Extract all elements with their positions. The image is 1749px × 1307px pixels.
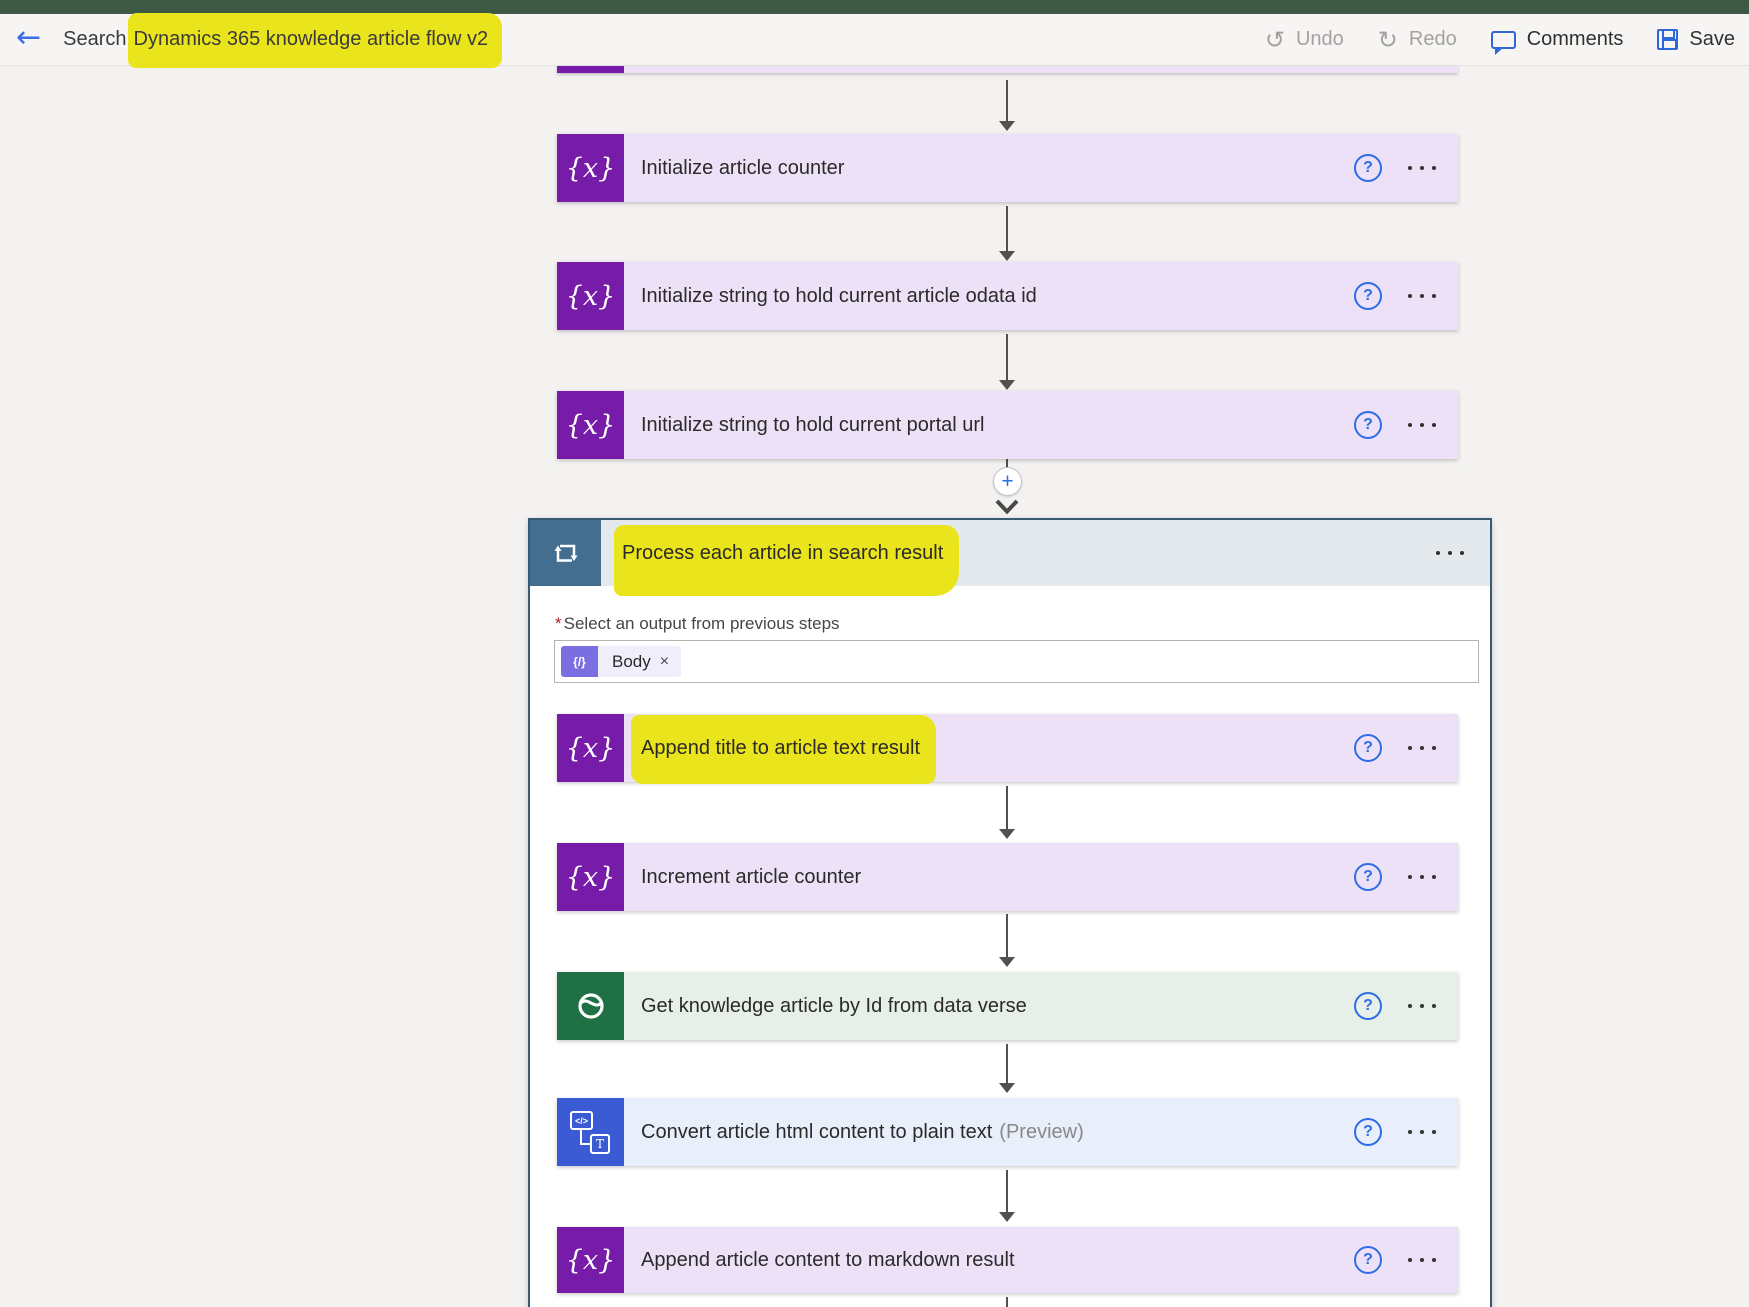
apply-to-each-container: Process each article in search result * S… bbox=[528, 518, 1492, 1307]
help-icon[interactable]: ? bbox=[1354, 411, 1382, 439]
help-icon[interactable]: ? bbox=[1354, 863, 1382, 891]
step-label: Increment article counter bbox=[641, 865, 862, 888]
remove-token-icon[interactable]: × bbox=[659, 652, 670, 670]
output-field-label: * Select an output from previous steps bbox=[555, 614, 840, 633]
comments-button[interactable]: Comments bbox=[1490, 28, 1624, 55]
help-icon[interactable]: ? bbox=[1354, 734, 1382, 762]
help-icon[interactable]: ? bbox=[1354, 992, 1382, 1020]
step-append-markdown[interactable]: {x} Append article content to markdown r… bbox=[557, 1227, 1458, 1293]
step-label: Convert article html content to plain te… bbox=[641, 1120, 993, 1143]
help-icon[interactable]: ? bbox=[1354, 1118, 1382, 1146]
step-initialize-portal-url[interactable]: {x} Initialize string to hold current po… bbox=[557, 391, 1458, 459]
redo-button[interactable]: ↻ Redo bbox=[1378, 28, 1457, 52]
connector-arrow bbox=[999, 914, 1015, 967]
back-arrow-icon[interactable]: ← bbox=[16, 19, 42, 55]
step-label: Get knowledge article by Id from data ve… bbox=[641, 994, 1027, 1017]
more-options-icon[interactable] bbox=[1408, 417, 1436, 433]
step-get-knowledge-article[interactable]: Get knowledge article by Id from data ve… bbox=[557, 972, 1458, 1040]
preview-badge: (Preview) bbox=[999, 1120, 1084, 1143]
save-button[interactable]: Save bbox=[1657, 28, 1735, 51]
connector-arrow bbox=[999, 1044, 1015, 1093]
more-options-icon[interactable] bbox=[1408, 740, 1436, 756]
step-convert-html-to-text[interactable]: </> T Convert article html content to pl… bbox=[557, 1098, 1458, 1166]
variable-icon: {x} bbox=[557, 1227, 624, 1293]
connector-arrowhead bbox=[994, 499, 1020, 520]
flow-title: Search Dynamics 365 knowledge article fl… bbox=[63, 13, 503, 68]
step-increment-counter[interactable]: {x} Increment article counter ? bbox=[557, 843, 1458, 911]
editor-topbar: ← Search Dynamics 365 knowledge article … bbox=[0, 13, 1749, 68]
connector-arrow bbox=[999, 786, 1015, 839]
apply-to-each-header[interactable]: Process each article in search result bbox=[530, 520, 1490, 596]
previous-step-card-partial[interactable] bbox=[557, 66, 1458, 73]
variable-icon: {x} bbox=[557, 262, 624, 330]
insert-step-button[interactable]: + bbox=[993, 467, 1022, 496]
required-mark: * bbox=[555, 614, 562, 633]
step-label: Append article content to markdown resul… bbox=[641, 1248, 1015, 1271]
undo-icon: ↺ bbox=[1264, 25, 1285, 54]
connector-arrow bbox=[999, 334, 1015, 390]
more-options-icon[interactable] bbox=[1408, 288, 1436, 304]
connector-arrow bbox=[999, 80, 1015, 131]
undo-button[interactable]: ↺ Undo bbox=[1265, 28, 1344, 52]
variable-icon: {x} bbox=[557, 714, 624, 782]
more-options-icon[interactable] bbox=[1408, 160, 1436, 176]
save-icon bbox=[1657, 29, 1679, 50]
help-icon[interactable]: ? bbox=[1354, 282, 1382, 310]
variable-icon bbox=[557, 66, 624, 73]
variable-icon: {x} bbox=[557, 843, 624, 911]
step-append-title[interactable]: {x} Append title to article text result … bbox=[557, 714, 1458, 784]
redo-icon: ↻ bbox=[1377, 25, 1398, 54]
browser-status-strip bbox=[0, 0, 1749, 14]
more-options-icon[interactable] bbox=[1436, 545, 1464, 561]
html-to-text-icon: </> T bbox=[557, 1098, 624, 1166]
comments-label: Comments bbox=[1526, 28, 1624, 50]
connector-line bbox=[1006, 1297, 1008, 1307]
more-options-icon[interactable] bbox=[1408, 1124, 1436, 1140]
help-icon[interactable]: ? bbox=[1354, 1246, 1382, 1274]
more-options-icon[interactable] bbox=[1408, 998, 1436, 1014]
undo-label: Undo bbox=[1295, 28, 1344, 50]
step-initialize-odata-id[interactable]: {x} Initialize string to hold current ar… bbox=[557, 262, 1458, 330]
step-initialize-article-counter[interactable]: {x} Initialize article counter ? bbox=[557, 134, 1458, 202]
save-label: Save bbox=[1689, 28, 1735, 50]
more-options-icon[interactable] bbox=[1408, 1252, 1436, 1268]
comments-icon bbox=[1490, 30, 1516, 55]
step-label: Initialize string to hold current portal… bbox=[641, 413, 985, 436]
dynamic-content-icon: {/} bbox=[561, 646, 598, 677]
loop-title: Process each article in search result bbox=[614, 524, 960, 596]
step-label: Initialize article counter bbox=[641, 156, 845, 179]
variable-icon: {x} bbox=[557, 134, 624, 202]
connector-line bbox=[1006, 459, 1008, 468]
more-options-icon[interactable] bbox=[1408, 869, 1436, 885]
connector-arrow bbox=[999, 206, 1015, 261]
apply-to-each-icon bbox=[530, 520, 601, 586]
flow-title-highlighted: Dynamics 365 knowledge article flow v2 bbox=[127, 13, 503, 68]
connector-arrow bbox=[999, 1170, 1015, 1222]
token-label: Body bbox=[612, 651, 651, 671]
flow-title-prefix: Search bbox=[63, 28, 127, 50]
output-token-input[interactable]: {/} Body × bbox=[554, 640, 1479, 683]
redo-label: Redo bbox=[1408, 28, 1457, 50]
variable-icon: {x} bbox=[557, 391, 624, 459]
help-icon[interactable]: ? bbox=[1354, 154, 1382, 182]
step-label: Append title to article text result bbox=[631, 714, 937, 784]
step-label: Initialize string to hold current articl… bbox=[641, 284, 1037, 307]
body-token-pill[interactable]: {/} Body × bbox=[561, 646, 682, 677]
dataverse-icon bbox=[557, 972, 624, 1040]
